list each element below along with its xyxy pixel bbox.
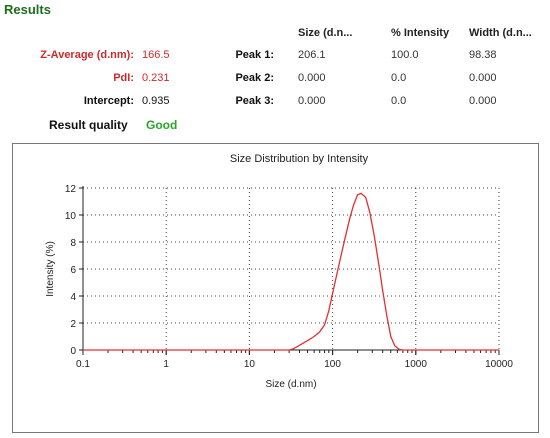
peak-2-label: Peak 2: [235,72,274,84]
y-tick-label: 8 [70,238,76,249]
x-tick-label: 10 [244,359,256,370]
pdi-label: PdI: [113,72,134,84]
peak-2-intensity: 0.0 [391,72,407,84]
x-axis-label: Size (d.nm) [265,379,316,390]
header-intensity: % Intensity [391,27,450,39]
y-tick-label: 0 [70,346,76,357]
x-tick-label: 1 [163,359,169,370]
x-tick-label: 0.1 [76,359,90,370]
peak-3-intensity: 0.0 [391,95,407,107]
result-quality-value: Good [146,118,178,132]
pdi-value: 0.231 [142,72,170,84]
y-axis-label: Intensity (%) [45,241,56,297]
result-quality-label: Result quality [49,118,128,132]
peak-3-width: 0.000 [469,95,497,107]
intensity-series-line [83,192,499,351]
peak-1-width: 98.38 [469,49,497,61]
peak-1-size: 206.1 [298,49,326,61]
intercept-label: Intercept: [83,95,134,107]
header-size: Size (d.n... [298,27,353,39]
y-tick-label: 2 [70,319,76,330]
y-tick-label: 10 [65,211,77,222]
peak-2-size: 0.000 [298,72,326,84]
intercept-value: 0.935 [142,95,170,107]
y-tick-label: 4 [70,292,76,303]
header-width: Width (d.n... [469,27,532,39]
x-tick-label: 10000 [485,359,513,370]
y-tick-label: 6 [70,265,76,276]
x-tick-label: 100 [324,359,341,370]
x-tick-label: 1000 [405,359,428,370]
peak-2-width: 0.000 [469,72,497,84]
chart-title: Size Distribution by Intensity [230,153,369,165]
peak-1-intensity: 100.0 [391,49,419,61]
results-title: Results [4,2,51,17]
z-average-label: Z-Average (d.nm): [40,49,134,61]
z-average-value: 166.5 [142,49,170,61]
peak-3-size: 0.000 [298,95,326,107]
peak-1-label: Peak 1: [235,49,274,61]
peak-3-label: Peak 3: [235,95,274,107]
chart-frame: Size Distribution by Intensity 0.1 1 10 100 1… [12,143,539,433]
y-tick-label: 12 [65,184,77,195]
